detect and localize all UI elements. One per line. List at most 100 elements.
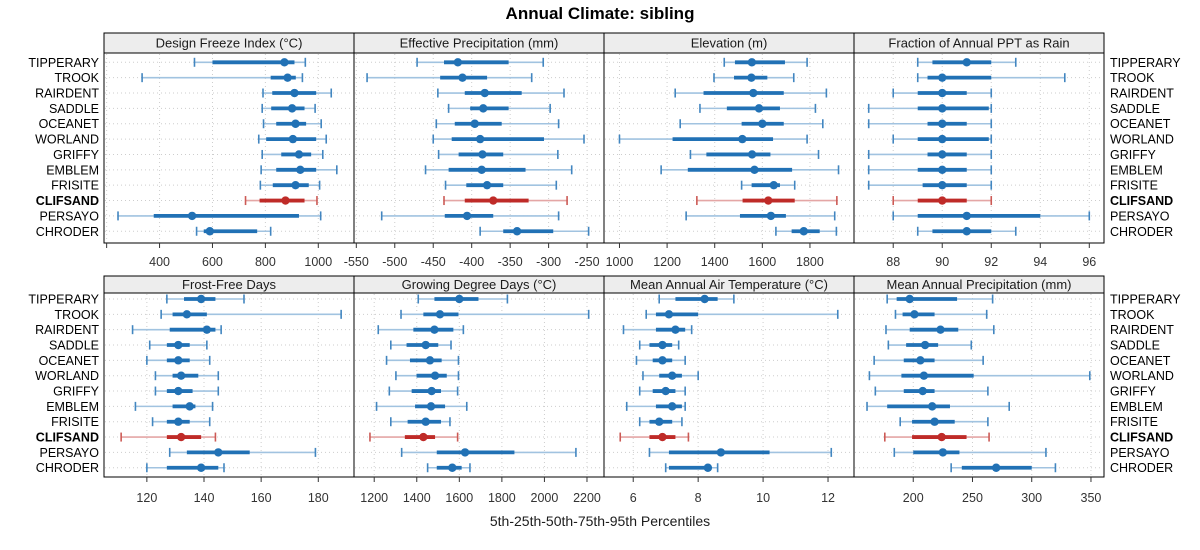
percentile-row-trook [400, 309, 590, 319]
percentile-row-saddle [867, 103, 993, 113]
median-dot [658, 340, 667, 350]
station-label-right-griffy: GRIFFY [1110, 385, 1156, 399]
panel-growing-degree-days-c: Growing Degree Days (°C) 1200 1400 1600 1800… [353, 275, 605, 505]
percentile-row-frisite [867, 180, 993, 190]
median-dot [936, 325, 945, 334]
median-dot [281, 196, 290, 205]
axis-tick-label: 2000 [531, 491, 559, 505]
station-label-left-saddle: SADDLE [49, 102, 99, 116]
median-dot [448, 463, 457, 472]
axis-tick-label: 600 [202, 255, 223, 269]
station-label-right-oceanet: OCEANET [1110, 117, 1171, 131]
chart-title: Annual Climate: sibling [505, 4, 695, 23]
axis-tick-label: -350 [498, 255, 523, 269]
percentile-row-persayo [117, 211, 322, 221]
panel-elevation-m: Elevation (m) 1000 1200 1400 1600 1800 [603, 32, 855, 269]
median-dot [214, 448, 223, 457]
percentile-row-chroder [146, 463, 225, 473]
axis-tick-label: 1600 [748, 255, 776, 269]
station-label-right-saddle: SADDLE [1110, 339, 1160, 353]
median-dot [962, 58, 971, 67]
percentile-row-oceanet [262, 119, 322, 129]
median-dot [296, 165, 305, 175]
percentile-row-trook [916, 73, 1066, 83]
station-label-left-trook: TROOK [55, 71, 100, 85]
axis-tick-label: 1000 [606, 255, 634, 269]
median-dot [920, 340, 930, 350]
percentile-row-persayo [892, 211, 1091, 221]
percentile-row-tipperary [916, 57, 1017, 67]
station-label-right-rairdent: RAIRDENT [1110, 87, 1174, 101]
axis-tick-label: -300 [536, 255, 561, 269]
median-dot [658, 356, 667, 365]
median-dot [658, 432, 667, 442]
percentile-row-rairdent [131, 325, 222, 335]
median-dot [938, 180, 947, 190]
median-dot [489, 196, 498, 205]
axis-tick-label: 120 [136, 491, 157, 505]
percentile-row-frisite [151, 417, 211, 427]
panel-plot-area [603, 52, 855, 244]
median-dot [435, 310, 445, 319]
median-dot [938, 150, 947, 159]
percentile-row-oceanet [867, 119, 993, 129]
axis-tick-label: -550 [344, 255, 369, 269]
station-label-left-emblem: EMBLEM [46, 163, 99, 177]
station-label-left-tipperary: TIPPERARY [28, 293, 99, 307]
median-dot [991, 463, 1001, 472]
axis-tick-label: 1200 [653, 255, 681, 269]
median-dot [205, 227, 215, 236]
axis-tick-label: 400 [149, 255, 170, 269]
percentile-row-tipperary [886, 294, 994, 304]
station-label-left-tipperary: TIPPERARY [28, 56, 99, 70]
percentile-row-chroder [195, 226, 272, 236]
median-dot [283, 73, 292, 82]
median-dot [470, 119, 479, 128]
percentile-row-frisite [390, 417, 451, 427]
median-dot [176, 432, 186, 442]
station-label-right-worland: WORLAND [1110, 369, 1174, 383]
percentile-row-chroder [916, 226, 1017, 236]
median-dot [938, 448, 948, 457]
station-label-right-persayo: PERSAYO [1110, 209, 1170, 223]
percentile-row-trook [894, 309, 988, 319]
percentile-row-oceanet [635, 355, 686, 365]
axis-tick-label: 2200 [573, 491, 601, 505]
station-label-right-frisite: FRISITE [1110, 415, 1158, 429]
percentile-row-clifsand [244, 196, 318, 206]
percentile-row-griffy [154, 386, 220, 396]
percentile-row-oceanet [385, 355, 460, 365]
median-dot [426, 402, 436, 411]
panel-strip-title: Design Freeze Index (°C) [156, 36, 303, 51]
percentile-row-persayo [893, 447, 1047, 457]
median-dot [185, 402, 194, 411]
median-dot [654, 417, 664, 426]
median-dot [477, 165, 486, 175]
percentile-row-griffy [867, 149, 993, 159]
percentile-row-clifsand [884, 432, 990, 442]
percentile-row-clifsand [696, 196, 838, 206]
median-dot [187, 211, 197, 221]
percentile-row-chroder [775, 226, 838, 236]
station-label-left-rairdent: RAIRDENT [35, 323, 99, 337]
median-dot [174, 356, 183, 365]
percentile-row-rairdent [885, 325, 995, 335]
percentile-row-griffy [689, 149, 820, 159]
percentile-row-rairdent [892, 88, 993, 98]
median-dot [430, 371, 440, 380]
percentile-row-trook [160, 309, 342, 319]
median-dot [480, 88, 489, 98]
median-dot [747, 150, 757, 159]
percentile-row-griffy [437, 149, 559, 159]
percentile-row-persayo [648, 447, 833, 457]
station-label-left-griffy: GRIFFY [53, 148, 99, 162]
median-dot [478, 150, 487, 159]
percentile-row-trook [645, 309, 839, 319]
station-label-right-persayo: PERSAYO [1110, 446, 1170, 460]
median-dot [667, 371, 677, 380]
percentile-row-tipperary [417, 294, 509, 304]
station-label-left-trook: TROOK [55, 308, 100, 322]
median-dot [754, 104, 764, 113]
